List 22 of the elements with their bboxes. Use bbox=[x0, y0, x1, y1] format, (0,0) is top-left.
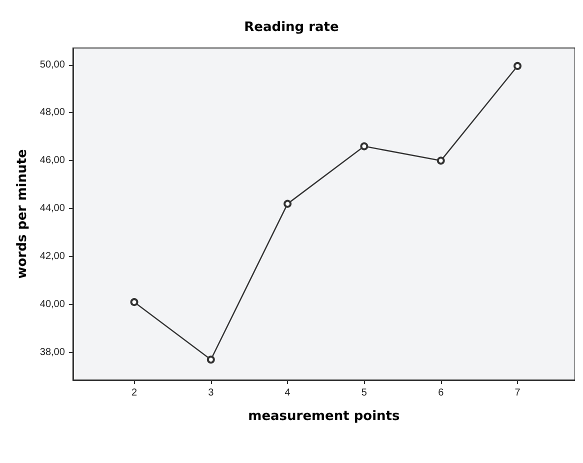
y-tick-label: 44,00 bbox=[40, 203, 66, 214]
point bbox=[206, 356, 215, 364]
x-tick-label: 4 bbox=[284, 388, 291, 398]
point bbox=[130, 298, 138, 306]
y-tick-label: 38,00 bbox=[40, 346, 66, 358]
y-tick-label: 48,00 bbox=[40, 107, 66, 118]
x-tick-label: 3 bbox=[208, 388, 214, 398]
point bbox=[514, 62, 522, 70]
point bbox=[360, 142, 368, 150]
y-tick-label: 50,00 bbox=[40, 59, 66, 70]
y-tick-label: 40,00 bbox=[40, 298, 66, 310]
y-tick-label: 42,00 bbox=[40, 251, 66, 262]
x-axis-title: measurement points bbox=[248, 409, 400, 424]
y-tick-label: 46,00 bbox=[40, 155, 66, 166]
point bbox=[284, 200, 292, 208]
x-tick-label: 5 bbox=[361, 388, 368, 398]
x-tick-label: 2 bbox=[131, 388, 138, 398]
point bbox=[436, 156, 445, 165]
y-axis-title: words per minute bbox=[15, 149, 30, 279]
x-tick-label: 7 bbox=[514, 388, 521, 398]
x-tick-label: 6 bbox=[438, 388, 444, 398]
chart-title: Reading rate bbox=[244, 20, 340, 35]
